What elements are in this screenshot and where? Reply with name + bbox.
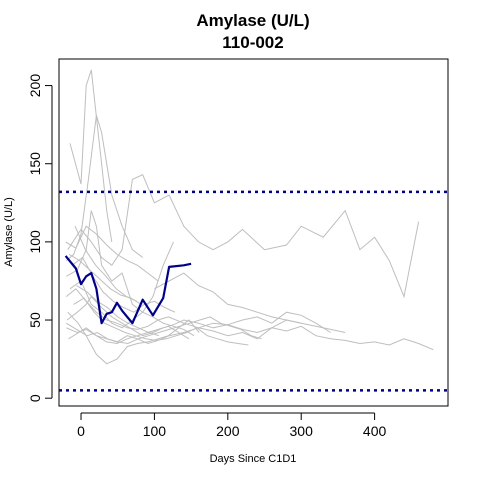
- highlight-series-group: [64, 255, 192, 325]
- background-series-line-17: [154, 272, 346, 333]
- y-tick-label: 50: [27, 312, 43, 328]
- background-series-line-18: [69, 253, 142, 305]
- background-series-line-3: [67, 174, 420, 299]
- background-series-line-8: [65, 225, 159, 282]
- chart-subtitle: 110-002: [222, 33, 283, 52]
- y-tick-label: 0: [27, 394, 43, 402]
- background-series-line-11: [69, 280, 195, 337]
- x-tick-label: 200: [216, 423, 240, 439]
- background-series-group: [65, 69, 434, 365]
- background-series-line-15: [76, 285, 159, 337]
- y-axis: 0 50 100 150 200: [27, 74, 53, 402]
- reference-lines-group: [59, 190, 448, 392]
- plot-frame: [58, 58, 449, 407]
- x-tick-label: 300: [290, 423, 314, 439]
- x-tick-label: 100: [143, 423, 167, 439]
- background-series-line-6: [67, 311, 200, 365]
- y-tick-label: 200: [27, 74, 43, 98]
- chart-title: Amylase (U/L): [196, 11, 309, 30]
- y-tick-label: 150: [27, 152, 43, 176]
- x-tick-label: 0: [77, 423, 85, 439]
- highlight-series-line: [64, 255, 192, 325]
- background-series-line-1: [69, 69, 113, 242]
- y-tick-label: 100: [27, 230, 43, 254]
- background-series-line-7: [65, 288, 302, 340]
- background-series-line-5: [66, 210, 174, 313]
- x-axis: 0 100 200 300 400: [77, 412, 387, 439]
- x-axis-label: Days Since C1D1: [210, 453, 297, 465]
- background-series-line-10: [68, 325, 190, 345]
- x-tick-label: 400: [363, 423, 387, 439]
- background-series-line-16: [66, 316, 262, 345]
- y-axis-label: Amylase (U/L): [3, 197, 15, 267]
